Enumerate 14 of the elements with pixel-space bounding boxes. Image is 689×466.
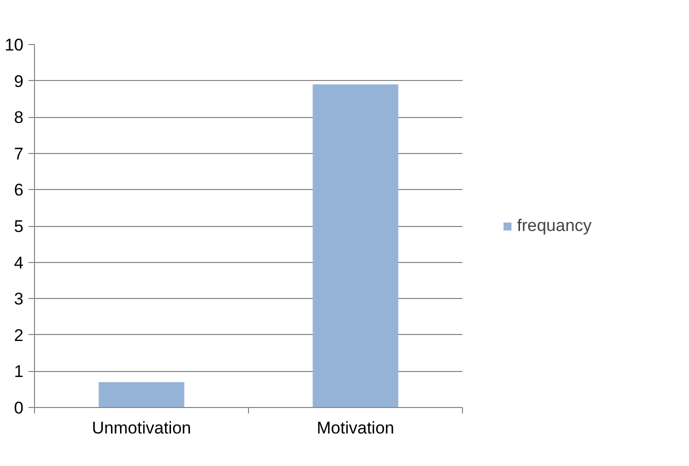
x-tick-label: Unmotivation: [92, 418, 192, 438]
x-tick-label: Motivation: [316, 418, 394, 438]
legend-label: frequancy: [517, 216, 592, 236]
y-tick-label: 10: [4, 36, 24, 54]
y-tick-label: 8: [14, 108, 24, 128]
y-tick-label: 5: [14, 217, 24, 236]
y-tick-label: 2: [14, 326, 24, 345]
y-tick-label: 9: [14, 72, 24, 91]
y-tick-label: 3: [14, 290, 24, 309]
y-tick-label: 0: [14, 398, 24, 418]
y-tick-label: 1: [14, 362, 24, 382]
y-tick-label: 7: [14, 144, 24, 164]
y-tick-label: 6: [14, 180, 24, 200]
y-tick-label: 4: [14, 253, 24, 272]
